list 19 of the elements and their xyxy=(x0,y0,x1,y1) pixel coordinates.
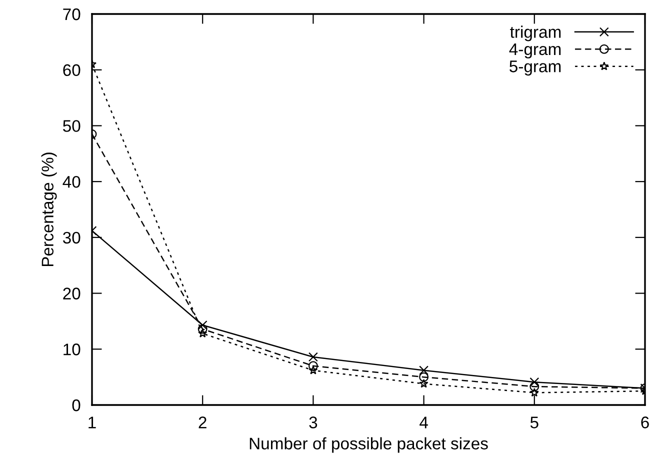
y-tick-label: 60 xyxy=(63,64,80,76)
y-tick-label: 10 xyxy=(64,344,80,356)
x-tick-label: 5 xyxy=(530,416,538,428)
legend-label: 5-gram xyxy=(510,60,561,76)
legend-label: 4-gram xyxy=(509,43,561,58)
y-tick-label: 0 xyxy=(72,399,80,412)
x-tick-label: 2 xyxy=(198,416,206,428)
y-tick-label: 50 xyxy=(63,120,80,132)
x-axis-title: Number of possible packet sizes xyxy=(250,437,488,453)
y-axis-title: Percentage (%) xyxy=(41,152,57,266)
x-tick-label: 3 xyxy=(309,416,318,428)
y-tick-label: 40 xyxy=(62,176,80,188)
legend-label: trigram xyxy=(510,26,561,42)
x-tick-label: 4 xyxy=(420,416,428,428)
y-tick-label: 20 xyxy=(63,288,80,300)
x-tick-label: 1 xyxy=(88,416,96,428)
y-tick-label: 30 xyxy=(62,232,80,244)
x-tick-label: 6 xyxy=(641,416,649,428)
y-tick-label: 70 xyxy=(63,8,80,20)
